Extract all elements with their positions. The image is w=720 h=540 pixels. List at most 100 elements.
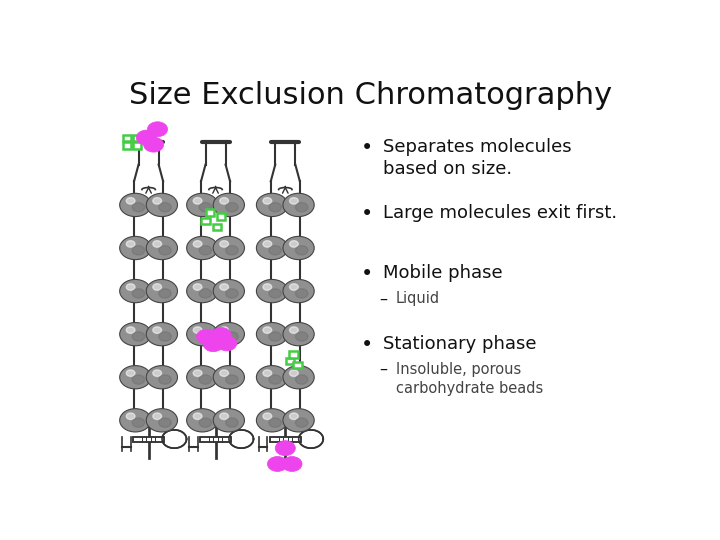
Circle shape <box>153 198 161 204</box>
Circle shape <box>289 284 298 291</box>
Circle shape <box>199 246 212 255</box>
Circle shape <box>193 284 202 291</box>
Circle shape <box>153 241 161 247</box>
Bar <box>133 436 164 442</box>
Bar <box>122 143 131 148</box>
Text: Large molecules exit first.: Large molecules exit first. <box>383 204 617 222</box>
Circle shape <box>220 198 228 204</box>
Circle shape <box>225 202 238 212</box>
Circle shape <box>263 284 271 291</box>
Circle shape <box>220 370 228 376</box>
Circle shape <box>220 284 228 291</box>
Circle shape <box>295 289 308 298</box>
Circle shape <box>193 370 202 376</box>
Circle shape <box>263 370 271 376</box>
Circle shape <box>153 413 161 420</box>
Circle shape <box>225 418 238 427</box>
Circle shape <box>126 241 135 247</box>
Circle shape <box>199 375 212 384</box>
Circle shape <box>186 279 218 303</box>
Circle shape <box>120 237 151 260</box>
Bar <box>217 213 225 220</box>
Text: Stationary phase: Stationary phase <box>383 335 536 353</box>
Circle shape <box>193 413 202 420</box>
Circle shape <box>283 193 314 217</box>
Circle shape <box>126 284 135 291</box>
Circle shape <box>158 375 171 384</box>
Bar <box>132 135 141 141</box>
Text: •: • <box>361 204 374 224</box>
Text: •: • <box>361 335 374 355</box>
Circle shape <box>269 202 282 212</box>
Circle shape <box>289 327 298 333</box>
Circle shape <box>193 198 202 204</box>
Polygon shape <box>229 430 253 448</box>
Circle shape <box>153 370 161 376</box>
Circle shape <box>126 327 135 333</box>
Text: •: • <box>361 138 374 158</box>
Circle shape <box>282 456 302 471</box>
Circle shape <box>220 327 228 333</box>
Circle shape <box>217 336 237 351</box>
Circle shape <box>153 284 161 291</box>
Bar <box>132 143 141 148</box>
Circle shape <box>289 198 298 204</box>
Circle shape <box>295 332 308 341</box>
Bar <box>270 436 301 442</box>
Circle shape <box>132 246 145 255</box>
Circle shape <box>199 332 212 341</box>
Circle shape <box>193 327 202 333</box>
Circle shape <box>275 441 295 456</box>
Circle shape <box>132 202 145 212</box>
Circle shape <box>213 409 245 432</box>
Circle shape <box>263 327 271 333</box>
Polygon shape <box>162 430 186 448</box>
Circle shape <box>203 337 223 352</box>
Circle shape <box>263 413 271 420</box>
Text: –: – <box>379 292 387 306</box>
Bar <box>289 352 298 357</box>
Bar <box>200 436 231 442</box>
Circle shape <box>158 418 171 427</box>
Circle shape <box>143 137 163 152</box>
Circle shape <box>256 193 288 217</box>
Circle shape <box>220 241 228 247</box>
Circle shape <box>213 366 245 389</box>
Circle shape <box>120 409 151 432</box>
Circle shape <box>146 279 178 303</box>
Bar <box>206 210 214 215</box>
Circle shape <box>283 366 314 389</box>
Circle shape <box>120 322 151 346</box>
Text: Mobile phase: Mobile phase <box>383 265 503 282</box>
Circle shape <box>220 413 228 420</box>
Text: •: • <box>361 265 374 285</box>
Circle shape <box>132 418 145 427</box>
Circle shape <box>225 246 238 255</box>
Circle shape <box>146 193 178 217</box>
Circle shape <box>213 279 245 303</box>
Circle shape <box>269 418 282 427</box>
Bar <box>286 357 294 364</box>
Circle shape <box>126 198 135 204</box>
Circle shape <box>289 413 298 420</box>
Circle shape <box>186 409 218 432</box>
Circle shape <box>256 279 288 303</box>
Circle shape <box>213 322 245 346</box>
Circle shape <box>283 279 314 303</box>
Circle shape <box>263 241 271 247</box>
Circle shape <box>225 289 238 298</box>
Circle shape <box>132 375 145 384</box>
Circle shape <box>199 289 212 298</box>
Circle shape <box>295 202 308 212</box>
Circle shape <box>146 237 178 260</box>
Bar <box>293 362 302 368</box>
Circle shape <box>186 322 218 346</box>
Circle shape <box>289 241 298 247</box>
Text: Insoluble, porous
carbohydrate beads: Insoluble, porous carbohydrate beads <box>396 362 543 396</box>
Bar <box>213 224 222 230</box>
Circle shape <box>289 370 298 376</box>
Circle shape <box>225 375 238 384</box>
Circle shape <box>148 122 168 137</box>
Bar <box>202 218 210 224</box>
Circle shape <box>120 366 151 389</box>
